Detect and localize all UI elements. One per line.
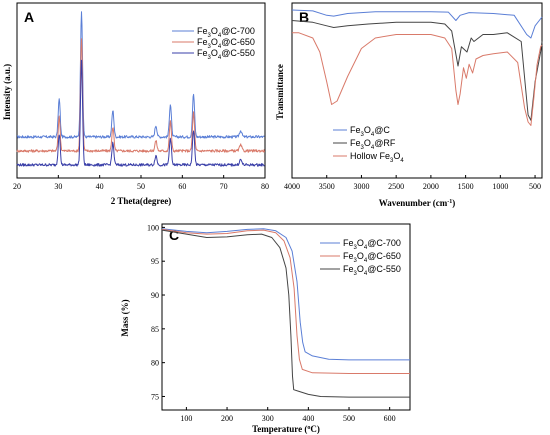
panel-a-x-ticks: 20 30 40 50 60 70 80 (13, 175, 269, 191)
panel-b-xlabel: Wavenumber (cm-1) (379, 198, 456, 208)
panel-b-x-tick-label: 2500 (388, 182, 404, 191)
panel-c-frame (161, 223, 411, 411)
panel-a-x-tick-label: 70 (220, 182, 228, 191)
panel-b-x-tick-label: 1500 (458, 182, 474, 191)
panel-c-legend-label-1: Fe3O4@C-650 (343, 251, 401, 264)
panel-b-x-tick-label: 2000 (423, 182, 439, 191)
panel-c-legend-label-0: Fe3O4@C-700 (343, 238, 401, 251)
panel-c-series-line-2 (161, 229, 410, 398)
panel-b: B Transmittance Wavenumber (cm-1) 4000 35… (275, 2, 543, 208)
panel-a-xlabel: 2 Theta(degree) (111, 196, 171, 206)
panel-c-xlabel: Temperature (oC) (252, 424, 320, 434)
panel-b-series-line-2 (292, 32, 543, 126)
panel-b-series (291, 9, 543, 126)
panel-b-xlabel-main: Wavenumber (cm (379, 198, 448, 208)
panel-b-x-tick-label: 4000 (284, 182, 300, 191)
panel-a-series-line-0 (16, 11, 265, 139)
panel-c-series-line-0 (161, 228, 410, 361)
panel-c-x-tick-label: 300 (262, 414, 274, 423)
panel-c-legend-label-2: Fe3O4@C-550 (343, 264, 401, 277)
panel-c-x-tick-label: 100 (180, 414, 192, 423)
panel-c-y-tick-label: 95 (151, 257, 159, 266)
panel-c-x-tick-label: 400 (302, 414, 314, 423)
panel-b-ylabel: Transmittance (275, 64, 285, 120)
panel-a-x-tick-label: 80 (261, 182, 269, 191)
panel-b-x-ticks: 4000 3500 3000 2500 2000 1500 1000 500 (284, 175, 541, 191)
panel-b-x-tick-label: 500 (529, 182, 541, 191)
panel-a-x-tick-label: 30 (54, 182, 62, 191)
panel-c-ylabel: Mass (%) (120, 299, 130, 336)
panel-c-xlabel-sup: o (307, 425, 310, 431)
panel-b-xlabel-tail: ) (452, 198, 455, 208)
panel-c-x-tick-label: 200 (221, 414, 233, 423)
panel-c-xlabel-tail: C) (310, 424, 320, 434)
panel-c-y-tick-label: 85 (151, 325, 159, 334)
panel-b-xlabel-sup: -1 (447, 199, 452, 205)
panel-c-label: C (169, 227, 179, 243)
panel-b-series-line-1 (291, 20, 543, 121)
panel-a-series-line-2 (16, 59, 265, 167)
panel-c-ticks: 100 200 300 400 500 600 75 80 85 90 95 100 (147, 223, 396, 423)
panel-a-legend-label-2: Fe3O4@C-550 (197, 48, 255, 61)
panel-c-x-tick-label: 600 (384, 414, 396, 423)
panel-a-x-tick-label: 60 (178, 182, 186, 191)
panel-b-x-tick-label: 3000 (353, 182, 369, 191)
panel-a-x-tick-label: 50 (137, 182, 145, 191)
panel-a-x-tick-label: 20 (13, 182, 21, 191)
panel-c-series (161, 228, 410, 398)
panel-b-frame (291, 2, 543, 179)
panel-a-legend-label-1: Fe3O4@C-650 (197, 37, 255, 50)
panel-c-y-tick-label: 100 (147, 223, 159, 232)
panel-b-x-tick-label: 1000 (492, 182, 508, 191)
panel-b-legend-label-1: Fe3O4@RF (350, 138, 396, 151)
panel-a-label: A (24, 9, 34, 25)
panel-b-legend-label-0: Fe3O4@C (350, 125, 390, 138)
panel-b-x-tick-label: 3500 (319, 182, 335, 191)
panel-c-y-tick-label: 75 (151, 392, 159, 401)
panel-a: A Intensity (a.u.) 2 Theta(degree) 20 30 4… (2, 2, 269, 206)
panel-c-x-tick-label: 500 (343, 414, 355, 423)
panel-a-series-line-1 (16, 38, 265, 153)
panel-b-series-line-0 (291, 9, 543, 39)
panel-a-series (16, 11, 265, 167)
panel-c-xlabel-main: Temperature ( (252, 424, 307, 434)
panel-b-label: B (299, 9, 309, 25)
panel-c: C Mass (%) Temperature (oC) 100 200 300 400… (120, 223, 411, 434)
panel-b-legend-label-2: Hollow Fe3O4 (350, 151, 404, 164)
panel-a-x-tick-label: 40 (96, 182, 104, 191)
panel-c-y-tick-label: 90 (151, 291, 159, 300)
panel-a-ylabel: Intensity (a.u.) (2, 64, 12, 120)
panel-c-y-tick-label: 80 (151, 359, 159, 368)
panel-a-legend-label-0: Fe3O4@C-700 (197, 26, 255, 39)
panel-c-series-line-1 (161, 228, 410, 374)
